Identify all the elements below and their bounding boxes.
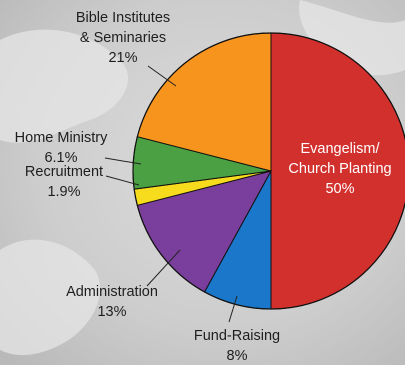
slice-value-administration: 13%: [97, 304, 126, 320]
leader-lines: [104, 65, 238, 323]
slice-name-bible-institutes: & Seminaries: [80, 30, 166, 46]
leader-line-home-ministry: [104, 157, 142, 165]
slice-labels: Evangelism/Church Planting 50% Fund-Raisin…: [15, 10, 392, 364]
slice-name-bible-institutes: Bible Institutes: [76, 10, 170, 26]
slice-label-home-ministry: Home Ministry 6.1%: [15, 130, 108, 166]
pie-outline: [132, 32, 405, 310]
slice-value-home-ministry: 6.1%: [44, 150, 77, 166]
slice-name-recruitment: Recruitment: [25, 164, 103, 180]
slice-label-fund-raising: Fund-Raising 8%: [194, 328, 280, 364]
slice-label-bible-institutes: Bible Institutes & Seminaries 21%: [76, 10, 170, 66]
slice-value-recruitment: 1.9%: [47, 184, 80, 200]
slice-name-evangelism: Church Planting: [288, 161, 391, 177]
slice-value-bible-institutes: 21%: [108, 50, 137, 66]
slice-name-home-ministry: Home Ministry: [15, 130, 108, 146]
slice-name-administration: Administration: [66, 284, 158, 300]
slice-label-evangelism: Evangelism/Church Planting 50%: [288, 141, 391, 197]
leader-line-bible-institutes: [147, 65, 177, 87]
slice-label-recruitment: Recruitment 1.9%: [25, 164, 103, 200]
slice-name-evangelism: Evangelism/: [301, 141, 381, 157]
leader-line-administration: [146, 249, 181, 287]
map-landmass: [0, 0, 405, 355]
slice-label-administration: Administration 13%: [66, 284, 158, 320]
slice-value-fund-raising: 8%: [227, 348, 248, 364]
leader-line-fund-raising: [228, 295, 238, 323]
slice-value-evangelism: 50%: [325, 181, 354, 197]
slice-name-fund-raising: Fund-Raising: [194, 328, 280, 344]
leader-line-recruitment: [105, 175, 140, 186]
pie-slices: [132, 32, 405, 310]
